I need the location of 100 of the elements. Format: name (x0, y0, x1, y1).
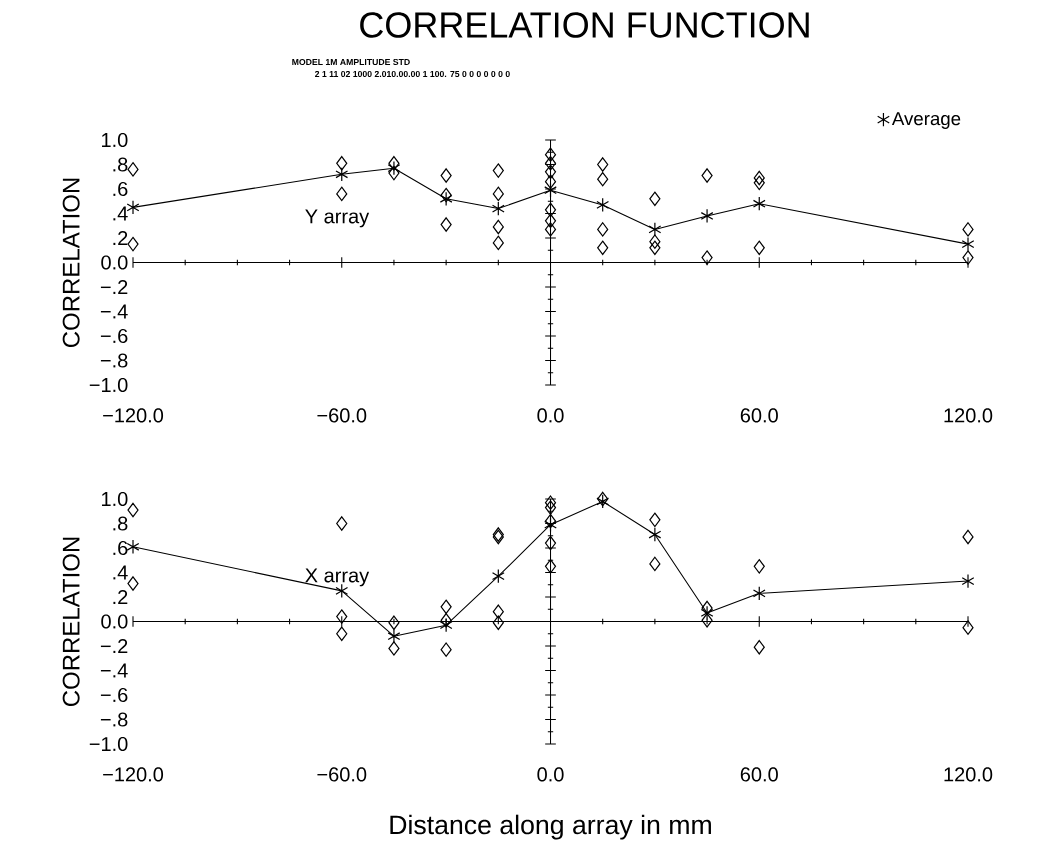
point (544, 222, 557, 237)
point (336, 626, 348, 642)
point (962, 222, 974, 237)
point (961, 573, 975, 589)
point (491, 568, 505, 584)
point (440, 168, 452, 183)
point (649, 191, 661, 207)
point (335, 167, 349, 182)
point (440, 613, 452, 628)
x-tick-label: 60.0 (740, 408, 778, 423)
y-tick-label: .4 (113, 565, 128, 580)
point (701, 600, 713, 616)
chart-title: CORRELATION FUNCTION (360, 12, 809, 38)
point (700, 208, 714, 224)
y-tick-label: −1.0 (89, 736, 128, 752)
y-tick-label: .2 (113, 231, 128, 245)
y-axis-title: CORRELATION (62, 178, 80, 348)
text: 2 1 11 02 1000 2.010.00.00 1 100. 75 0 0 0 0 0 0 0 (315, 70, 510, 78)
point (701, 613, 713, 628)
point (440, 187, 452, 203)
point (753, 559, 765, 574)
point (597, 222, 609, 237)
x-tick-label: 120.0 (944, 408, 993, 423)
point (597, 171, 609, 187)
y-axis-title: CORRELATION (62, 537, 80, 707)
point (440, 599, 452, 615)
point (544, 535, 557, 551)
point (491, 201, 505, 216)
point (127, 162, 139, 177)
point (544, 156, 557, 171)
point (439, 191, 453, 207)
point (127, 236, 139, 252)
y-tick-label: .6 (113, 181, 128, 197)
point (753, 240, 765, 256)
y-tick-label: 1.0 (102, 491, 128, 507)
point (753, 170, 765, 186)
point (388, 615, 400, 630)
point (492, 615, 504, 630)
point (336, 186, 348, 202)
y-tick-label: −.2 (100, 639, 128, 653)
legend-label: Average (891, 112, 961, 129)
point (544, 182, 557, 198)
point (596, 197, 610, 213)
y-tick-label: −.6 (100, 328, 128, 344)
point (753, 639, 765, 655)
y-tick-label: .6 (113, 540, 128, 556)
point (597, 157, 609, 172)
point (440, 642, 452, 657)
y-tick-label: −.8 (100, 712, 128, 727)
point (388, 156, 400, 171)
y-tick-label: −.6 (100, 687, 128, 703)
point (544, 559, 557, 574)
y-tick-label: −.4 (100, 663, 128, 678)
point (492, 235, 504, 251)
point (649, 240, 661, 256)
y-tick-label: .2 (113, 590, 128, 604)
point (649, 512, 661, 528)
x-tick-label: −120.0 (103, 408, 164, 423)
point (701, 168, 713, 183)
chart-subtitle: MODEL 1M AMPLITUDE STD (292, 58, 410, 66)
x-tick-label: −60.0 (317, 767, 367, 782)
point (336, 516, 348, 531)
y-tick-label: .8 (113, 516, 128, 531)
point (126, 200, 140, 215)
point (962, 529, 974, 545)
point (440, 217, 452, 232)
y-tick-label: 0.0 (101, 614, 128, 629)
x-axis-title: Distance along array in mm (390, 814, 711, 840)
x-tick-label: −60.0 (317, 408, 367, 423)
point (544, 517, 557, 532)
point (753, 175, 765, 191)
point (336, 156, 348, 171)
point (336, 609, 348, 624)
point (544, 513, 557, 529)
point (597, 240, 609, 256)
annotation: Y array (305, 209, 370, 228)
x-tick-label: −120.0 (103, 767, 164, 782)
y-tick-label: −.8 (100, 353, 128, 368)
annotation: X array (305, 568, 370, 587)
point (544, 213, 557, 229)
point (492, 186, 504, 202)
point (492, 604, 504, 619)
y-tick-label: 1.0 (102, 132, 128, 148)
x-tick-label: 60.0 (740, 767, 778, 782)
point (544, 202, 557, 218)
y-tick-label: −1.0 (89, 377, 128, 393)
x-tick-label: 120.0 (944, 767, 993, 782)
point (648, 527, 662, 542)
y-tick-label: −.2 (100, 280, 128, 294)
y-tick-label: 0.0 (101, 255, 128, 270)
point (387, 160, 401, 176)
point (544, 174, 557, 189)
x-tick-label: 0.0 (537, 767, 564, 782)
y-tick-label: −.4 (100, 304, 128, 319)
point (701, 250, 713, 265)
point (752, 586, 766, 601)
y-tick-label: .4 (113, 206, 128, 221)
point (752, 196, 766, 211)
point (544, 147, 557, 162)
point (544, 164, 557, 180)
